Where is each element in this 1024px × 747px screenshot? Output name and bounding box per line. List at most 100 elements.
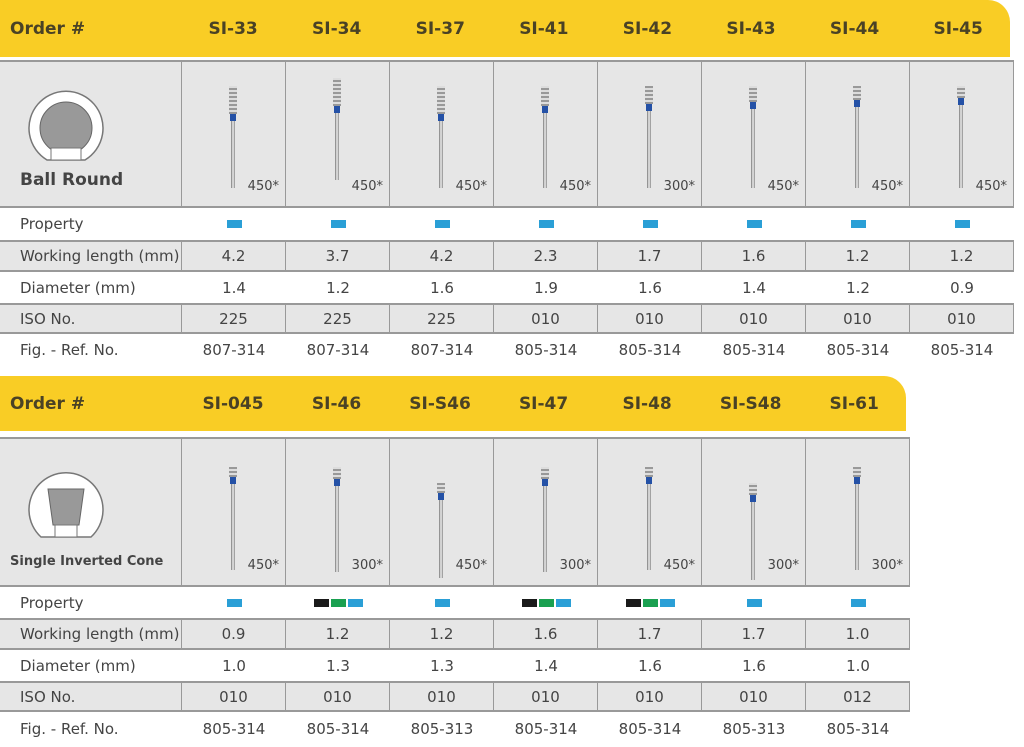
property-swatch-blue [226, 598, 242, 607]
property-swatch-green [642, 598, 658, 607]
speed-label: 450* [455, 558, 487, 573]
property-cell [598, 587, 702, 618]
diameter-value: 1.6 [430, 278, 454, 297]
ref-value: 807-314 [306, 341, 370, 359]
image-row: Single Inverted Cone 450* 300* 450* 300* 450*… [0, 437, 910, 587]
order-code: SI-45 [933, 18, 983, 39]
ref-row: Fig. - Ref. No. 807-314 807-314 807-314 805-… [0, 334, 1014, 366]
property-cell [390, 208, 494, 240]
order-code: SI-44 [829, 18, 880, 39]
property-swatch-blue [434, 598, 450, 607]
bur-image [541, 86, 549, 188]
property-swatch-blue [746, 598, 762, 607]
order-label: Order # [10, 18, 86, 39]
order-header: Order # SI-33 SI-34 SI-37 SI-41 SI-42 SI-43 SI-… [0, 0, 1010, 57]
speed-label: 300* [351, 558, 383, 573]
property-cell [182, 208, 286, 240]
row-label: ISO No. [0, 683, 182, 710]
property-cell [390, 587, 494, 618]
diameter-row: Diameter (mm) 1.4 1.2 1.6 1.9 1.6 1.4 1.2 0.9 [0, 272, 1014, 303]
bur-image [437, 86, 445, 188]
shape-cell: Ball Round [0, 62, 182, 206]
property-swatch-green [538, 598, 554, 607]
working-length-row: Working length (mm) 4.2 3.7 4.2 2.3 1.7 1.6 1.2… [0, 240, 1014, 272]
order-code: SI-37 [415, 18, 465, 39]
property-cell [286, 587, 390, 618]
shape-name: Single Inverted Cone [10, 554, 164, 569]
order-label: Order # [10, 393, 86, 414]
diameter-value: 1.0 [222, 656, 246, 675]
ref-value: 805-313 [410, 719, 474, 738]
iso-value: 010 [702, 683, 806, 710]
working-length-value: 4.2 [182, 242, 286, 270]
ref-value: 805-314 [826, 719, 890, 738]
row-label: Diameter (mm) [20, 656, 136, 675]
working-length-value: 1.7 [598, 620, 702, 648]
order-code: SI-045 [202, 393, 264, 414]
diameter-value: 1.3 [326, 656, 350, 675]
property-swatch-blue [538, 220, 554, 228]
working-length-value: 1.7 [598, 242, 702, 270]
diameter-value: 1.6 [742, 656, 766, 675]
property-swatch-blue [642, 220, 658, 228]
property-swatch-blue [226, 220, 242, 228]
working-length-value: 4.2 [390, 242, 494, 270]
ref-value: 805-314 [306, 719, 370, 738]
row-label: Property [20, 593, 84, 612]
bur-image [333, 78, 341, 180]
bur-image-cell: 300* [494, 439, 598, 585]
property-swatch-blue [746, 220, 762, 228]
working-length-value: 1.2 [286, 620, 390, 648]
bur-image [749, 483, 757, 580]
speed-label: 450* [247, 558, 279, 573]
working-length-value: 1.7 [702, 620, 806, 648]
speed-label: 450* [663, 558, 695, 573]
ref-row: Fig. - Ref. No. 805-314 805-314 805-313 805-… [0, 712, 910, 745]
row-label: Working length (mm) [0, 620, 182, 648]
bur-image [645, 467, 653, 570]
diameter-value: 1.4 [534, 656, 558, 675]
order-code: SI-48 [622, 393, 672, 414]
row-label: Property [20, 215, 84, 233]
bur-image-cell: 450* [182, 62, 286, 206]
iso-value: 010 [286, 683, 390, 710]
bur-image-cell: 450* [390, 62, 494, 206]
bur-image-cell: 450* [494, 62, 598, 206]
property-cell [182, 587, 286, 618]
bur-image-cell: 300* [598, 62, 702, 206]
ref-value: 805-314 [930, 341, 994, 359]
ref-value: 805-314 [618, 341, 682, 359]
property-swatch-blue [850, 220, 866, 228]
property-cell [806, 208, 910, 240]
diameter-value: 1.0 [846, 656, 870, 675]
iso-value: 225 [390, 305, 494, 332]
order-code: SI-S48 [719, 393, 782, 414]
order-code: SI-43 [726, 18, 776, 39]
shape-cell: Single Inverted Cone [0, 439, 182, 585]
order-code: SI-34 [312, 18, 362, 39]
iso-value: 010 [910, 305, 1014, 332]
property-cell [494, 587, 598, 618]
iso-value: 010 [494, 305, 598, 332]
bur-image [333, 467, 341, 572]
speed-label: 300* [663, 179, 695, 194]
bur-image [437, 483, 445, 578]
bur-image-cell: 300* [806, 439, 910, 585]
diameter-value: 1.4 [222, 278, 246, 297]
bur-image-cell: 300* [702, 439, 806, 585]
speed-label: 450* [767, 179, 799, 194]
speed-label: 450* [975, 179, 1007, 194]
speed-label: 450* [559, 179, 591, 194]
property-swatch-blue [330, 220, 346, 228]
bur-image [229, 467, 237, 570]
ref-value: 807-314 [410, 341, 474, 359]
bur-image [853, 86, 861, 188]
ref-value: 805-314 [514, 719, 578, 738]
working-length-value: 1.2 [806, 242, 910, 270]
speed-label: 450* [351, 179, 383, 194]
iso-value: 010 [598, 305, 702, 332]
bur-image-cell: 300* [286, 439, 390, 585]
ref-value: 805-314 [826, 341, 890, 359]
order-header: Order # SI-045 SI-46 SI-S46 SI-47 SI-48 SI-S48… [0, 376, 906, 431]
property-cell [494, 208, 598, 240]
